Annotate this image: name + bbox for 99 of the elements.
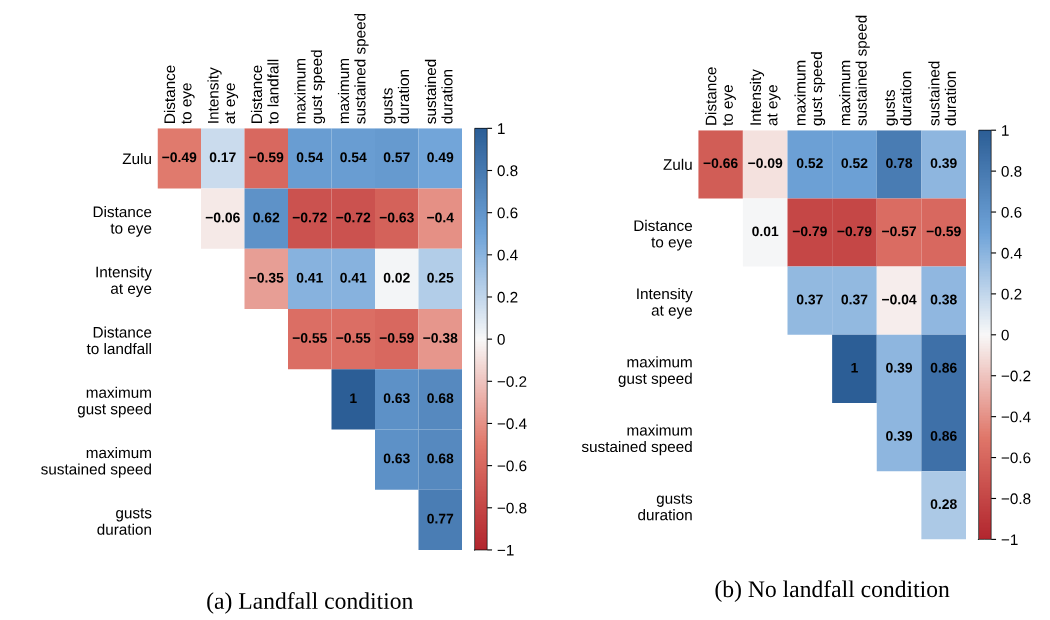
text: (b) No landfall condition	[715, 580, 950, 602]
data-label: −0.55	[292, 333, 327, 343]
data-label: −0.63	[379, 212, 414, 223]
data-label: 0.63	[383, 393, 410, 404]
data-label: 0.77	[427, 513, 454, 524]
y-tick-label: maximum sustained speed	[41, 446, 151, 478]
color-bar-label: 0.6	[497, 207, 518, 219]
color-bar-label: −0.6	[497, 460, 527, 472]
x-tick-label: Distance to eye	[705, 67, 736, 126]
data-label: 0.37	[841, 294, 868, 305]
color-bar-label: 0.4	[497, 249, 518, 261]
y-tick-label: gusts duration	[638, 493, 693, 521]
x-tick-label: Intensity at eye	[749, 69, 781, 126]
data-label: 0.37	[796, 294, 823, 305]
color-bar-label: −0.2	[1001, 370, 1031, 382]
color-bar-label: 1	[1002, 125, 1009, 136]
data-label: −0.72	[292, 212, 327, 223]
x-tick-label: gusts duration	[382, 69, 410, 124]
data-label: 0.49	[427, 152, 454, 163]
y-tick-label: maximum gust speed	[77, 386, 151, 418]
y-tick-label: Intensity at eye	[637, 288, 693, 319]
data-label: −0.79	[792, 226, 827, 237]
data-label: 0.39	[930, 158, 957, 169]
data-label: 0.38	[930, 294, 957, 305]
data-label: 0.41	[340, 272, 367, 283]
data-label: 0.54	[296, 152, 324, 163]
data-label: 0.28	[930, 499, 957, 510]
y-tick-label: Distance to eye	[93, 206, 152, 237]
data-label: −0.59	[379, 333, 414, 343]
data-label: −0.72	[336, 212, 371, 223]
x-tick-label: sustained duration	[928, 61, 957, 126]
color-bar-label: 0.6	[1001, 206, 1022, 218]
color-bar-label: 0.8	[1001, 165, 1022, 177]
data-label: 0.39	[886, 362, 913, 373]
x-tick-label: Intensity at eye	[207, 67, 239, 124]
y-tick-label: Distance to eye	[634, 219, 693, 251]
color-bar-label: −0.6	[1001, 452, 1031, 464]
color-bar-label: 0	[1001, 329, 1009, 341]
data-label: −0.09	[748, 158, 783, 169]
y-tick-label: Zulu	[663, 158, 692, 170]
x-tick-label: Distance to eye	[163, 65, 195, 124]
data-label: 0.25	[427, 272, 454, 283]
data-label: 0.63	[383, 453, 410, 464]
color-bar-label: −0.4	[1001, 411, 1031, 423]
data-label: −0.59	[926, 226, 961, 237]
data-label: 0.78	[886, 158, 913, 169]
text: (a) Landfall condition	[207, 592, 413, 614]
color-bar-label: −0.8	[497, 502, 527, 514]
data-label: 0.68	[427, 393, 454, 404]
x-tick-label: Distance to landfall	[250, 59, 279, 124]
x-tick-label: sustained duration	[424, 59, 453, 124]
color-bar-label: 0.4	[1001, 247, 1022, 259]
color-bar-label: 0.8	[497, 165, 518, 177]
color-bar-label: −1	[1001, 534, 1018, 545]
data-label: −0.38	[423, 333, 458, 343]
data-label: 0.86	[930, 362, 957, 373]
data-label: −0.49	[162, 152, 197, 163]
color-bar-label: −0.4	[497, 418, 527, 430]
data-label: 0.41	[296, 272, 323, 283]
color-bar-label: 0.2	[497, 291, 518, 303]
x-tick-label: maximum gust speed	[794, 52, 826, 126]
data-label: −0.79	[837, 226, 872, 237]
data-label: 1	[350, 393, 357, 403]
data-label: −0.4	[427, 212, 454, 223]
y-tick-label: Distance to landfall	[86, 326, 152, 355]
color-bar-label: 0	[497, 334, 505, 345]
data-label: 0.68	[427, 453, 454, 464]
data-label: −0.06	[205, 212, 240, 223]
data-label: −0.57	[882, 226, 917, 237]
data-label: 0.52	[841, 158, 868, 169]
data-label: 0.57	[383, 152, 410, 163]
y-tick-label: maximum gust speed	[618, 356, 692, 387]
data-label: 0.52	[796, 158, 823, 169]
y-tick-label: gusts duration	[97, 508, 152, 535]
color-bar-label: −1	[497, 544, 514, 556]
x-tick-label: gusts duration	[884, 71, 912, 126]
color-bar-label: −0.8	[1001, 493, 1031, 505]
y-tick-label: maximum sustained speed	[581, 424, 692, 456]
y-tick-label: Intensity at eye	[96, 266, 152, 297]
data-label: −0.35	[249, 272, 284, 283]
data-label: 0.01	[752, 226, 779, 237]
x-tick-label: maximum sustained speed	[337, 13, 369, 124]
data-label: 0.86	[930, 430, 957, 441]
data-label: 0.17	[209, 152, 236, 163]
data-label: 1	[851, 362, 858, 373]
x-tick-label: maximum sustained speed	[839, 15, 870, 126]
data-label: 0.02	[383, 272, 410, 283]
color-bar-label: 1	[498, 123, 505, 134]
data-label: −0.04	[882, 294, 917, 305]
data-label: −0.66	[703, 158, 738, 169]
y-tick-label: Zulu	[122, 152, 151, 165]
color-bar-label: 0.2	[1001, 288, 1022, 300]
data-label: 0.54	[340, 152, 367, 163]
data-label: 0.62	[253, 212, 280, 223]
color-bar-label: −0.2	[497, 376, 527, 387]
x-tick-label: maximum gust speed	[294, 50, 326, 124]
data-label: 0.39	[886, 430, 913, 441]
data-label: −0.59	[249, 152, 284, 163]
data-label: −0.55	[336, 333, 371, 343]
